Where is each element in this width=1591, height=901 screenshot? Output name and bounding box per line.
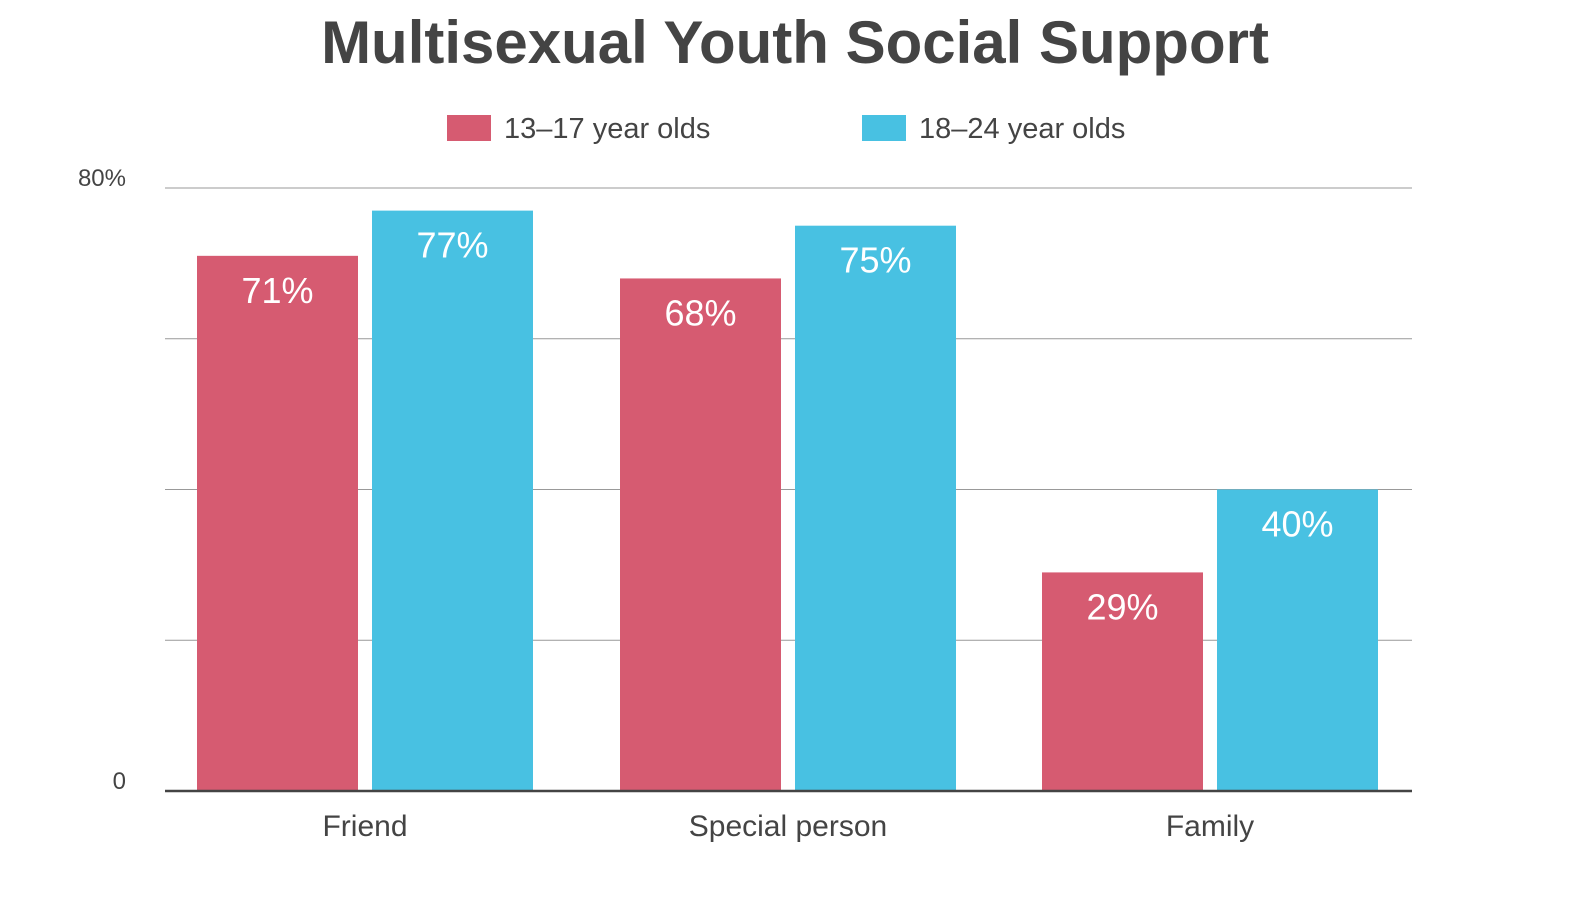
bar-value-label: 40% — [1261, 504, 1333, 545]
legend-label: 13–17 year olds — [504, 113, 710, 145]
category-labels: Friend Special person Family — [322, 810, 1254, 843]
category-label: Friend — [322, 810, 407, 843]
bar-value-label: 71% — [241, 270, 313, 311]
legend-item: 18–24 year olds — [862, 113, 1125, 145]
y-tick-label: 80% — [78, 165, 126, 192]
bar-value-label: 29% — [1086, 586, 1158, 627]
bar-value-label: 68% — [664, 292, 736, 333]
y-tick-label: 0 — [113, 768, 126, 795]
legend-label: 18–24 year olds — [919, 113, 1125, 145]
bar-value-label: 75% — [839, 240, 911, 281]
legend-swatch — [447, 115, 491, 141]
bar-friend-series-1 — [197, 255, 358, 791]
chart-title: Multisexual Youth Social Support — [321, 9, 1269, 76]
bars — [197, 210, 1378, 792]
bar-value-label: 77% — [416, 225, 488, 266]
legend-item: 13–17 year olds — [447, 113, 710, 145]
bar-special-person-series-1 — [620, 278, 781, 791]
legend: 13–17 year olds 18–24 year olds — [447, 113, 1125, 145]
y-axis-ticks: 0 80% — [78, 165, 126, 795]
value-labels: 71% 77% 68% 75% 29% 40% — [241, 225, 1333, 628]
category-label: Special person — [689, 810, 887, 843]
bar-special-person-series-2 — [795, 225, 956, 791]
legend-swatch — [862, 115, 906, 141]
bar-family-series-2 — [1217, 489, 1378, 791]
category-label: Family — [1166, 810, 1254, 843]
bar-friend-series-2 — [372, 210, 533, 792]
bar-family-series-1 — [1042, 572, 1203, 791]
